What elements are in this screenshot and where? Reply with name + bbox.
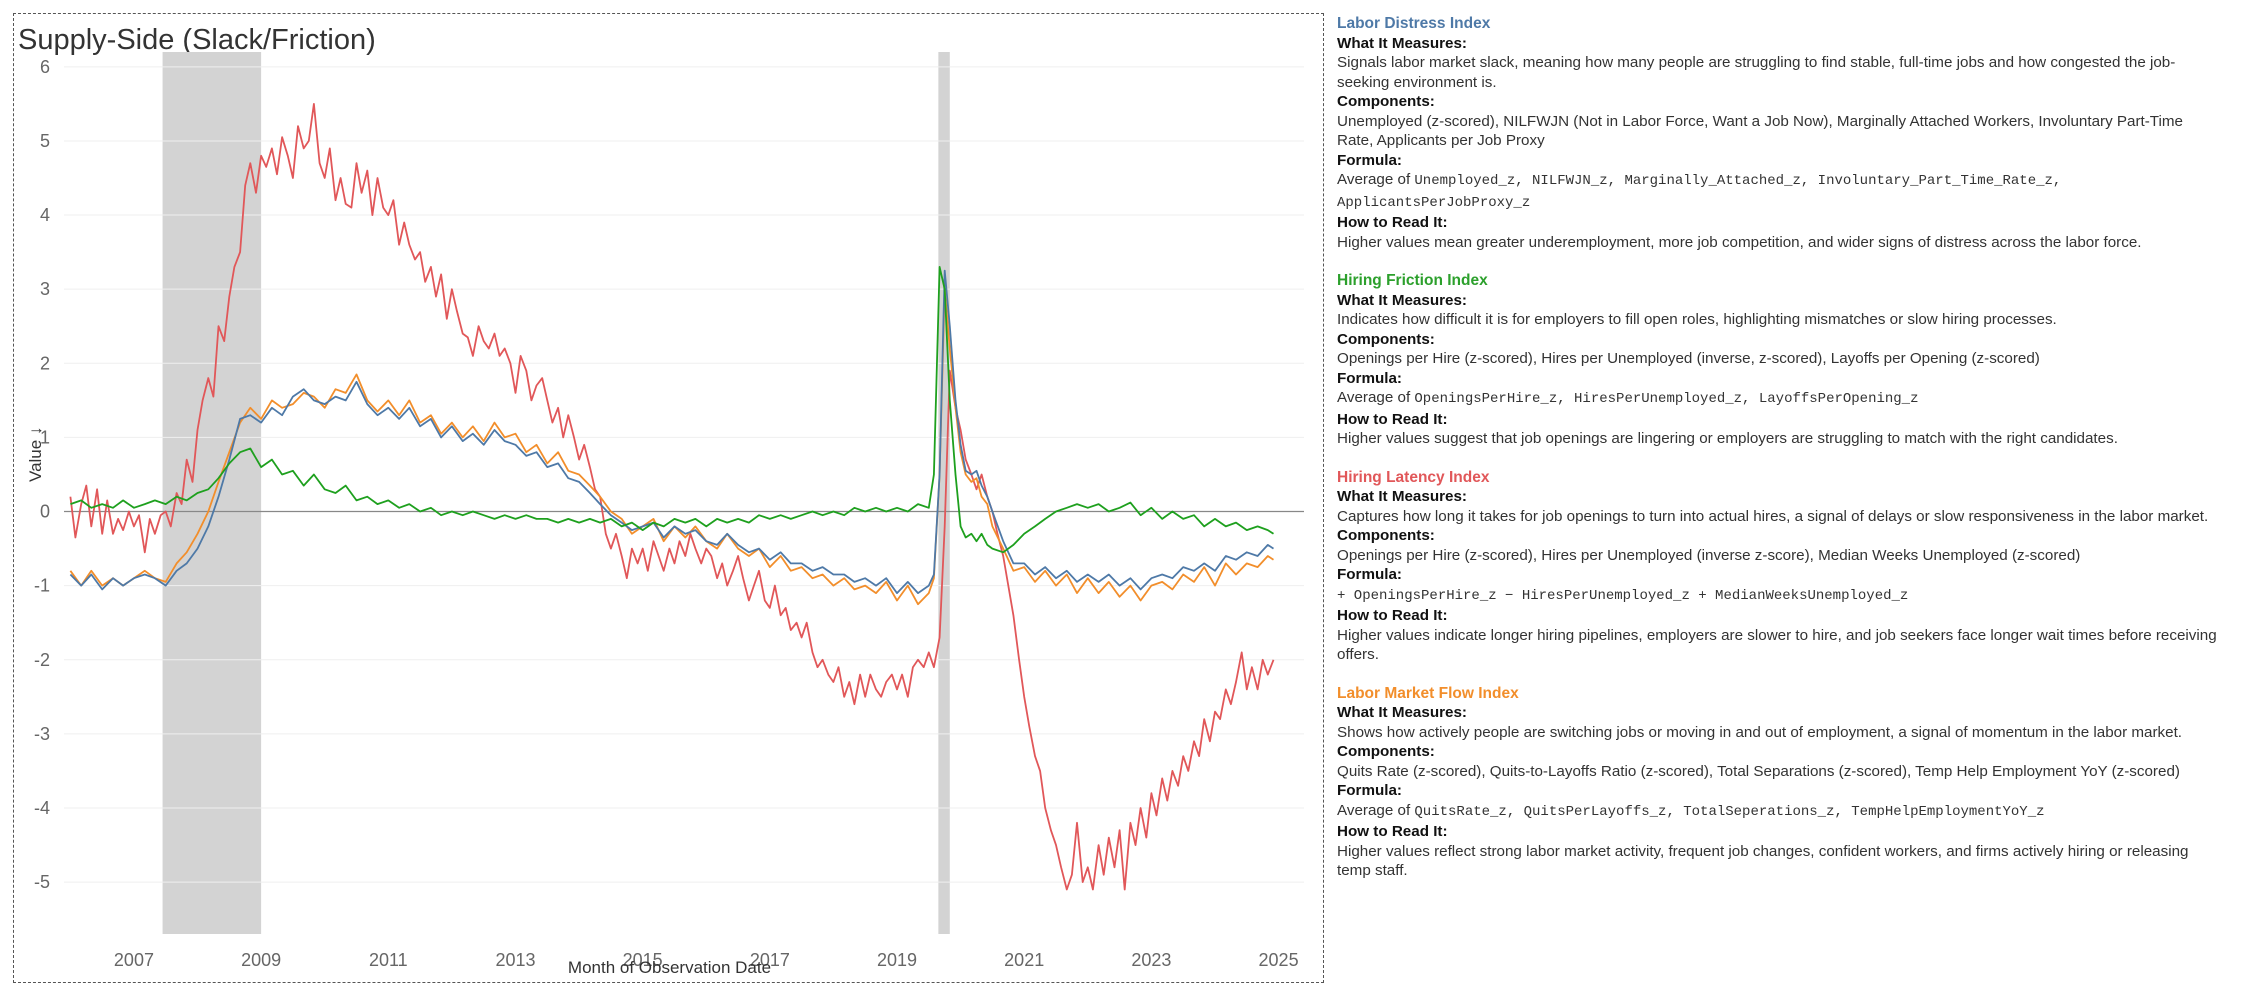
formula-prefix: Average of [1337, 171, 1415, 188]
y-tick-label: 6 [40, 57, 50, 77]
y-tick-label: 0 [40, 502, 50, 522]
formula-code: OpeningsPerHire_z, HiresPerUnemployed_z,… [1414, 391, 1919, 407]
hiring-friction-index-title: Hiring Friction Index [1337, 272, 1488, 289]
labor-distress-index-section: Labor Distress Index What It Measures: Sig… [1337, 14, 2217, 252]
hiring-friction-index-components-text: Openings per Hire (z-scored), Hires per … [1337, 350, 2040, 367]
y-tick-label: 1 [40, 427, 50, 447]
hiring-latency-index-components-text: Openings per Hire (z-scored), Hires per … [1337, 546, 2081, 564]
x-tick-label: 2019 [877, 950, 917, 970]
formula-code: + OpeningsPerHire_z − HiresPerUnemployed… [1337, 587, 1909, 604]
y-tick-label: -1 [34, 576, 50, 596]
what-it-measures-label: What It Measures: [1337, 704, 1467, 721]
hiring-latency-index-formula: + OpeningsPerHire_z − HiresPerUnemployed… [1337, 585, 2217, 607]
recession-band [938, 52, 950, 934]
labor-distress-index-line [69, 269, 1274, 594]
labor-market-flow-index-title: Labor Market Flow Index [1337, 684, 1519, 702]
chart-panel: Supply-Side (Slack/Friction) Value ↓ -5-… [13, 13, 1324, 983]
formula-label: Formula: [1337, 369, 1402, 387]
what-it-measures-label: What It Measures: [1337, 291, 1467, 309]
y-tick-label: -4 [34, 798, 50, 818]
labor-market-flow-index-components-text: Quits Rate (z-scored), Quits-to-Layoffs … [1337, 762, 2180, 780]
hiring-latency-index-measures-text: Captures how long it takes for job openi… [1337, 507, 2209, 525]
labor-market-flow-index-section: Labor Market Flow Index What It Measures:… [1337, 684, 2217, 881]
hiring-friction-index-measures-text: Indicates how difficult it is for employ… [1337, 311, 2057, 328]
hiring-friction-index-read-text: Higher values suggest that job openings … [1337, 430, 2118, 447]
x-tick-label: 2013 [495, 950, 535, 970]
labor-distress-index-read-text: Higher values mean greater underemployme… [1337, 233, 2142, 251]
labor-distress-index-measures-text: Signals labor market slack, meaning how … [1337, 54, 2176, 91]
x-tick-label: 2021 [1004, 950, 1044, 970]
y-tick-label: 3 [40, 279, 50, 299]
series-lines [69, 103, 1275, 891]
x-axis-ticks: 2007 2009 2011 2013 2015 2017 2019 2021 2023 2025 [114, 950, 1299, 970]
what-it-measures-label: What It Measures: [1337, 488, 1467, 505]
labor-distress-index-components-text: Unemployed (z-scored), NILFWJN (Not in L… [1337, 112, 2183, 150]
y-tick-label: -2 [34, 650, 50, 670]
y-tick-label: -3 [34, 724, 50, 744]
hiring-friction-index-line [70, 266, 1274, 554]
components-label: Components: [1337, 330, 1435, 348]
components-label: Components: [1337, 93, 1435, 110]
y-tick-label: 4 [40, 205, 50, 225]
labor-market-flow-index-formula: Average of QuitsRate_z, QuitsPerLayoffs_… [1337, 801, 2217, 823]
what-it-measures-label: What It Measures: [1337, 34, 1467, 52]
shaded-regions [162, 52, 950, 934]
hiring-latency-index-read-text: Higher values indicate longer hiring pip… [1337, 626, 2217, 664]
formula-prefix: Average of [1337, 801, 1415, 819]
x-axis-label: Month of Observation Date [567, 958, 772, 977]
x-tick-label: 2009 [241, 950, 281, 970]
how-to-read-label: How to Read It: [1337, 823, 1448, 840]
y-tick-label: -5 [34, 872, 50, 892]
how-to-read-label: How to Read It: [1337, 410, 1448, 428]
index-descriptions: Labor Distress Index What It Measures: Sig… [1337, 14, 2217, 900]
how-to-read-label: How to Read It: [1337, 214, 1448, 231]
y-tick-label: 2 [40, 353, 50, 373]
formula-label: Formula: [1337, 566, 1402, 583]
y-tick-label: 5 [40, 131, 50, 151]
labor-market-flow-index-read-text: Higher values reflect strong labor marke… [1337, 842, 2189, 880]
x-tick-label: 2025 [1259, 950, 1299, 970]
y-axis-ticks: -5 -4 -3 -2 -1 0 1 2 3 4 5 6 [34, 57, 50, 892]
hiring-latency-index-line [69, 103, 1275, 891]
x-tick-label: 2017 [750, 950, 790, 970]
x-tick-label: 2011 [369, 950, 408, 970]
hiring-friction-index-formula: Average of OpeningsPerHire_z, HiresPerUn… [1337, 388, 2217, 410]
hiring-latency-index-title: Hiring Latency Index [1337, 468, 1490, 486]
formula-label: Formula: [1337, 151, 1402, 169]
hiring-friction-index-section: Hiring Friction Index What It Measures: In… [1337, 271, 2217, 449]
how-to-read-label: How to Read It: [1337, 607, 1448, 624]
x-tick-label: 2023 [1131, 950, 1171, 970]
labor-market-flow-index-measures-text: Shows how actively people are switching … [1337, 723, 2183, 741]
x-tick-label: 2015 [623, 950, 663, 970]
hiring-latency-index-section: Hiring Latency Index What It Measures: Cap… [1337, 468, 2217, 665]
components-label: Components: [1337, 527, 1435, 544]
labor-distress-index-formula: Average of Unemployed_z, NILFWJN_z, Marg… [1337, 170, 2217, 213]
x-tick-label: 2007 [114, 950, 154, 970]
formula-prefix: Average of [1337, 389, 1415, 406]
formula-code: Unemployed_z, NILFWJN_z, Marginally_Atta… [1337, 173, 2062, 211]
formula-code: QuitsRate_z, QuitsPerLayoffs_z, TotalSep… [1414, 803, 2045, 820]
formula-label: Formula: [1337, 782, 1402, 799]
labor-distress-index-title: Labor Distress Index [1337, 15, 1491, 32]
components-label: Components: [1337, 743, 1435, 760]
chart-title: Supply-Side (Slack/Friction) [18, 24, 376, 56]
